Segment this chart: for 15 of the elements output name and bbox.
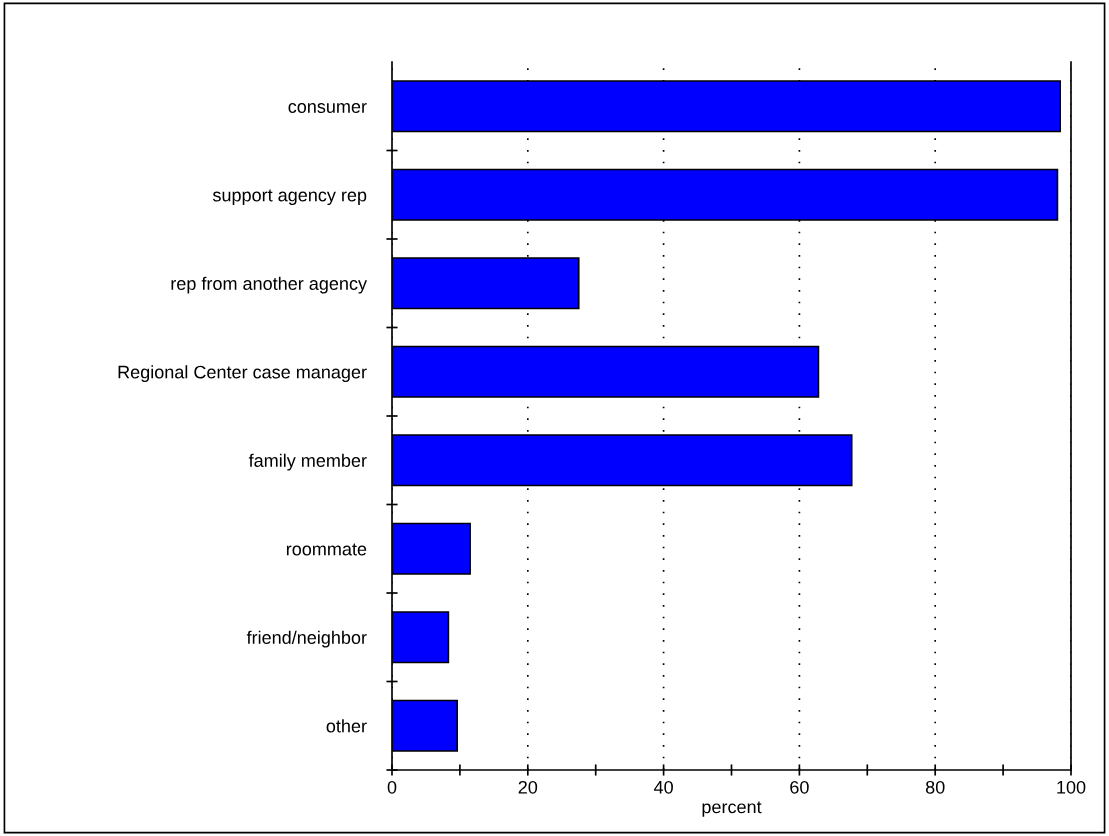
x-tick-label: 60	[790, 780, 809, 794]
x-tick-label: 40	[653, 780, 673, 794]
y-tick-label: family member	[248, 453, 367, 471]
y-tick-label: roommate	[286, 543, 367, 556]
y-tick-label: support agency rep	[212, 189, 367, 206]
y-tick-label: Regional Center case manager	[118, 365, 367, 383]
y-tick-label: rep from another agency	[171, 276, 367, 294]
x-tick-label: 0	[387, 780, 397, 794]
x-tick-label: 80	[925, 780, 945, 794]
x-axis-title: percent	[702, 801, 762, 817]
y-tick-label: other	[326, 719, 367, 733]
y-tick-label: friend/neighbor	[246, 630, 367, 648]
x-tick-label: 20	[518, 780, 538, 794]
x-tick-label: 100	[1057, 780, 1086, 794]
y-tick-label: consumer	[288, 103, 367, 113]
